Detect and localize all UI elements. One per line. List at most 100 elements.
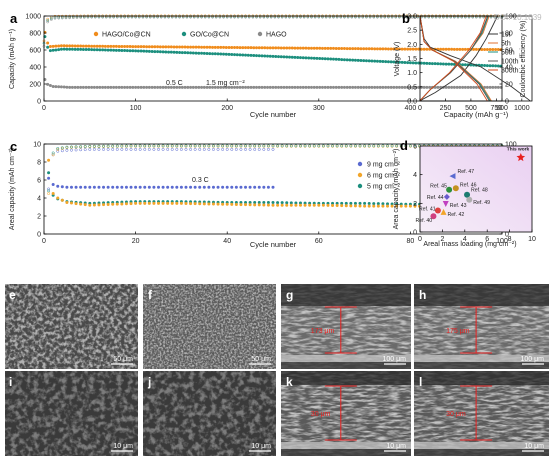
capacity-point	[320, 85, 324, 89]
capacity-point	[56, 184, 60, 188]
chart-c-xtick-label: 20	[132, 238, 140, 245]
sem-vacuum	[281, 284, 411, 306]
point-label: Ref. 42	[448, 212, 465, 218]
capacity-point	[175, 185, 179, 189]
capacity-point	[95, 85, 99, 89]
capacity-point	[411, 47, 415, 51]
capacity-point	[381, 204, 385, 208]
capacity-point	[266, 203, 270, 207]
capacity-point	[230, 185, 234, 189]
y-axis-label: Voltage (V)	[394, 42, 401, 77]
capacity-point	[321, 203, 325, 207]
chart-a-frame	[43, 15, 503, 102]
chart-c-xtick-label: 100	[496, 238, 508, 245]
capacity-point	[134, 45, 138, 49]
capacity-point	[98, 85, 102, 89]
capacity-point	[348, 85, 352, 89]
capacity-point	[364, 85, 368, 89]
capacity-point	[65, 47, 69, 51]
chart-d-frame	[419, 145, 533, 233]
capacity-point	[92, 44, 96, 48]
chart-a-ytick-label: 400	[29, 65, 41, 72]
chart-a-ytick-label: 800	[29, 31, 41, 38]
capacity-point	[362, 85, 366, 89]
capacity-point	[197, 85, 201, 89]
ce-point	[230, 147, 234, 151]
chart-b-xtick-label: 1000	[514, 105, 530, 112]
chart-c-ytick-label: 100	[505, 142, 517, 149]
panel-label-h: h	[419, 288, 426, 302]
capacity-point	[139, 85, 143, 89]
capacity-point	[386, 204, 389, 208]
ce-point	[253, 144, 257, 148]
capacity-point	[384, 47, 388, 51]
capacity-point	[128, 49, 132, 53]
capacity-point	[488, 85, 492, 89]
capacity-point	[408, 204, 412, 208]
ce-point	[253, 147, 257, 151]
capacity-point	[143, 201, 147, 205]
capacity-point	[202, 202, 206, 206]
ce-point	[326, 144, 330, 148]
capacity-point	[331, 46, 335, 50]
capacity-point	[298, 46, 302, 50]
capacity-point	[255, 54, 259, 58]
capacity-point	[106, 185, 110, 189]
capacity-point	[123, 85, 127, 89]
ce-point	[170, 144, 174, 148]
thickness-label: 175 μm	[446, 328, 470, 335]
capacity-point	[97, 203, 101, 207]
capacity-point	[494, 64, 498, 68]
capacity-point	[363, 201, 367, 205]
capacity-point	[381, 85, 385, 89]
capacity-point	[79, 47, 83, 51]
ce-point	[56, 149, 60, 153]
ce-point	[75, 16, 79, 19]
capacity-point	[109, 44, 113, 48]
capacity-point	[389, 60, 393, 64]
ce-point	[152, 147, 156, 151]
capacity-point	[331, 201, 335, 205]
capacity-point	[362, 47, 366, 51]
capacity-point	[494, 48, 498, 52]
annotation: 0.3 C	[192, 177, 209, 184]
capacity-point	[280, 201, 284, 205]
capacity-point	[255, 46, 259, 50]
capacity-point	[386, 85, 390, 89]
panel-label-f: f	[148, 288, 153, 302]
ce-point	[266, 147, 270, 151]
ce-point	[189, 144, 193, 148]
capacity-point	[367, 47, 371, 51]
ce-point	[70, 145, 73, 149]
capacity-point	[461, 85, 465, 89]
chart-b-ytick-label: 2.5	[407, 28, 417, 35]
capacity-point	[433, 62, 437, 66]
capacity-point	[202, 185, 206, 189]
ce-point	[106, 144, 110, 148]
ce-point	[134, 144, 138, 148]
capacity-point	[274, 46, 278, 50]
capacity-point	[342, 85, 346, 89]
data-point	[449, 173, 456, 180]
capacity-point	[47, 158, 51, 162]
capacity-point	[344, 201, 348, 205]
capacity-point	[399, 204, 403, 208]
capacity-point	[397, 60, 401, 64]
capacity-point	[221, 185, 225, 189]
ce-point	[225, 144, 229, 148]
capacity-point	[496, 64, 500, 68]
capacity-point	[70, 47, 74, 51]
ce-point	[46, 17, 50, 21]
capacity-point	[353, 58, 357, 62]
capacity-point	[152, 201, 156, 205]
capacity-point	[312, 203, 316, 207]
ce-point	[74, 148, 78, 152]
capacity-point	[323, 46, 327, 50]
ce-point	[230, 144, 234, 148]
ce-point	[74, 145, 78, 149]
chart-c-ytick-label: 2	[37, 214, 41, 221]
capacity-point	[101, 48, 105, 52]
panel-label-k: k	[286, 375, 293, 389]
capacity-point	[76, 85, 80, 89]
capacity-point	[285, 201, 289, 205]
